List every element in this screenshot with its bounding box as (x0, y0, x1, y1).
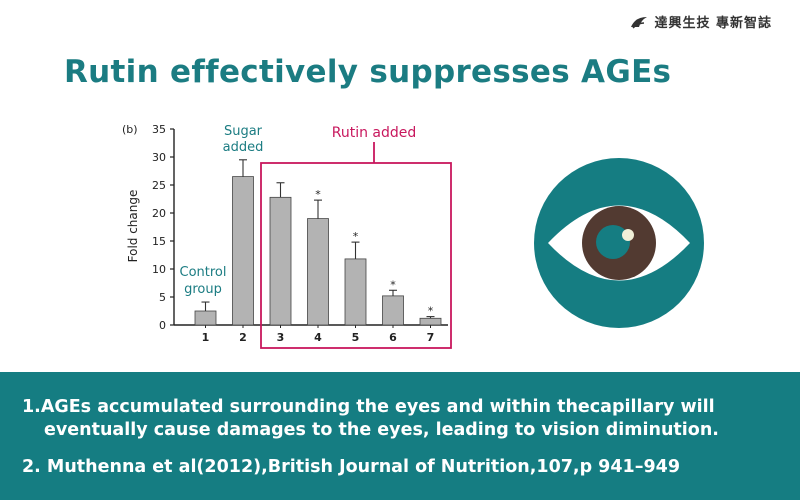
y-tick-label: 20 (152, 207, 166, 220)
bar-chart: (b) Fold change 0 5 10 15 20 25 30 35 1 2 3 4 5 6 7 * *… (118, 116, 468, 356)
x-tick-label: 3 (277, 331, 285, 344)
page-title: Rutin effectively suppresses AGEs (64, 54, 672, 90)
y-axis-label: Fold change (126, 190, 140, 263)
brand-text: 達興生技 專新智誌 (654, 16, 772, 31)
significance-marker: * (315, 188, 321, 201)
reference-1: 1.AGEs accumulated surrounding the eyes … (22, 396, 792, 442)
chart-axes: 0 5 10 15 20 25 30 35 1 2 3 4 5 6 7 (152, 123, 448, 344)
panel-label: (b) (122, 123, 138, 136)
y-tick-label: 30 (152, 151, 166, 164)
references-footer: 1.AGEs accumulated surrounding the eyes … (0, 372, 800, 500)
y-tick-label: 5 (159, 291, 166, 304)
rutin-added-box (260, 162, 452, 349)
bar (307, 218, 329, 326)
significance-marker: * (428, 305, 434, 318)
brand-header: 達興生技 專新智誌 (630, 12, 772, 31)
significance-marker: * (353, 230, 359, 243)
x-tick-label: 6 (389, 331, 397, 344)
bar (344, 258, 367, 326)
y-tick-label: 35 (152, 123, 166, 136)
bar (232, 176, 254, 326)
x-tick-label: 7 (427, 331, 435, 344)
y-tick-label: 0 (159, 319, 166, 332)
sugar-added-label-line-2: added (223, 140, 264, 155)
x-tick-label: 2 (239, 331, 247, 344)
control-group-label-line-1: Control (180, 265, 227, 280)
control-group-label-line-2: group (184, 282, 222, 297)
reference-2: 2. Muthenna et al(2012),British Journal … (22, 457, 680, 477)
reference-1-line-1: 1.AGEs accumulated surrounding the eyes … (22, 397, 715, 417)
reference-1-line-2: eventually cause damages to the eyes, le… (44, 420, 719, 440)
significance-marker: * (390, 278, 396, 291)
bar (382, 295, 404, 326)
bar (269, 196, 292, 326)
eye-icon (534, 158, 704, 328)
bar (194, 310, 217, 326)
y-tick-label: 10 (152, 263, 166, 276)
bar (419, 317, 442, 326)
rutin-added-label: Rutin added (332, 125, 417, 141)
x-tick-label: 1 (202, 331, 210, 344)
x-tick-label: 5 (352, 331, 360, 344)
company-logo-icon (630, 15, 648, 29)
x-tick-label: 4 (314, 331, 322, 344)
sugar-added-label-line-1: Sugar (224, 124, 263, 139)
y-tick-label: 25 (152, 179, 166, 192)
chart-bars: * * * * (194, 159, 442, 326)
y-tick-label: 15 (152, 235, 166, 248)
